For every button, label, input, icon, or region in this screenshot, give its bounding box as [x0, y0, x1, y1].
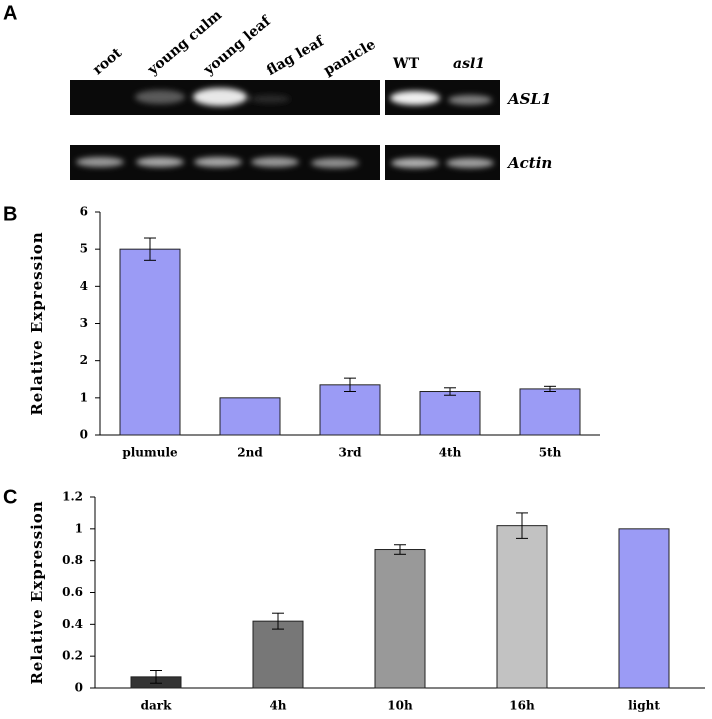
x-tick-label: 16h	[509, 699, 535, 713]
bar	[496, 525, 548, 689]
gel	[70, 80, 500, 180]
panel-label: B	[3, 203, 17, 225]
y-tick-label: 0.6	[62, 585, 83, 599]
bar	[374, 549, 426, 689]
y-tick-label: 3	[80, 316, 88, 330]
y-tick-label: 0.8	[62, 553, 83, 567]
y-tick-label: 1	[75, 521, 83, 535]
x-tick-label: plumule	[122, 446, 178, 460]
panel-label: A	[3, 2, 17, 24]
bar	[119, 248, 181, 436]
x-tick-label: dark	[141, 699, 172, 713]
gene-label: Actin	[506, 154, 552, 172]
y-tick-label: 4	[80, 279, 88, 293]
y-tick-label: 0	[80, 428, 88, 442]
gene-label: ASL1	[506, 90, 551, 108]
y-tick-label: 0.2	[62, 649, 83, 663]
x-tick-label: 5th	[539, 446, 562, 460]
lane-label: root	[90, 45, 126, 79]
genotype-label: WT	[392, 56, 420, 72]
genotype-label: asl1	[453, 56, 485, 72]
lane-label: panicle	[321, 36, 379, 78]
x-tick-label: light	[628, 699, 660, 713]
bar	[519, 388, 581, 436]
x-tick-label: 4th	[439, 446, 462, 460]
y-tick-label: 0	[75, 681, 83, 695]
bar	[618, 528, 670, 689]
y-axis-label: Relative Expression	[28, 500, 46, 684]
x-tick-label: 10h	[387, 699, 413, 713]
bar	[319, 384, 381, 436]
y-tick-label: 1	[80, 390, 88, 404]
y-tick-label: 1.2	[62, 490, 83, 504]
x-tick-label: 4h	[269, 699, 286, 713]
x-tick-label: 3rd	[338, 446, 362, 460]
bar	[252, 620, 304, 689]
y-tick-label: 0.4	[62, 617, 83, 631]
y-axis-label: Relative Expression	[28, 231, 46, 415]
lane-label: flag leaf	[264, 33, 328, 79]
y-tick-label: 2	[80, 353, 88, 367]
y-tick-label: 6	[80, 205, 88, 219]
y-tick-label: 5	[80, 242, 88, 256]
panel-label: C	[3, 486, 17, 508]
x-tick-label: 2nd	[237, 446, 263, 460]
bar	[219, 397, 281, 436]
bar	[419, 391, 481, 436]
